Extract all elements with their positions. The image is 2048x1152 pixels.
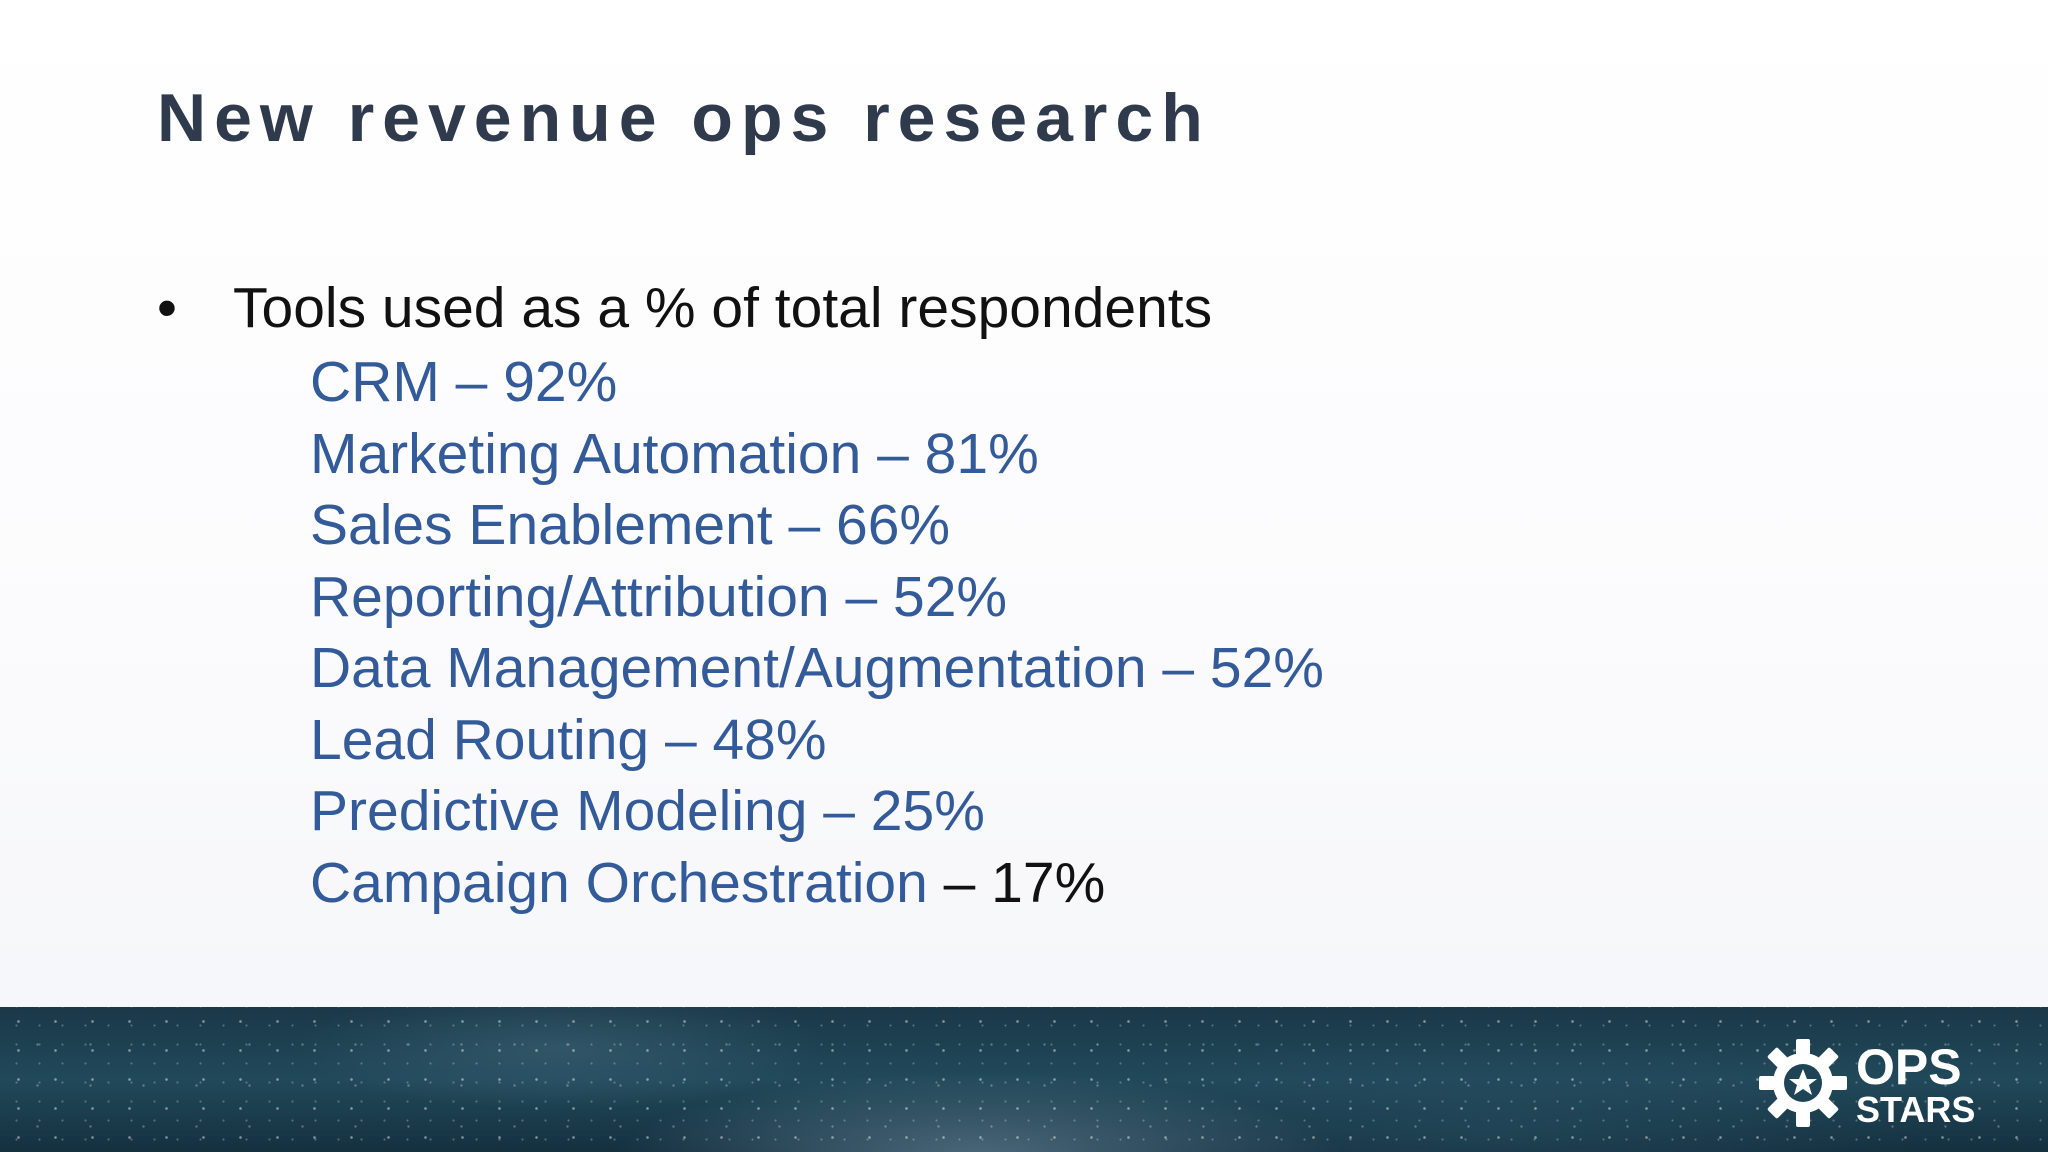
tool-percent: 92% bbox=[503, 350, 618, 414]
tool-separator: – bbox=[772, 493, 836, 557]
tool-name: Reporting/Attribution bbox=[310, 564, 830, 629]
tool-percent: 25% bbox=[870, 779, 985, 843]
tool-name: CRM bbox=[310, 350, 440, 414]
tool-percent: 17% bbox=[991, 850, 1106, 915]
tool-item: Sales Enablement – 66% bbox=[310, 490, 1324, 562]
tool-separator: – bbox=[1146, 636, 1210, 700]
tool-item: Marketing Automation – 81% bbox=[310, 419, 1324, 491]
tool-separator: – bbox=[649, 707, 713, 772]
tool-item: Reporting/Attribution – 52% bbox=[310, 562, 1324, 634]
starfield-background bbox=[0, 1007, 2048, 1152]
gear-icon bbox=[1759, 1039, 1847, 1127]
tool-item: Data Management/Augmentation – 52% bbox=[310, 633, 1324, 705]
tool-name: Sales Enablement bbox=[310, 493, 773, 557]
tool-separator: – bbox=[807, 779, 871, 843]
tool-separator: – bbox=[439, 350, 504, 414]
tool-separator: – bbox=[861, 421, 925, 486]
tool-percent: 66% bbox=[836, 493, 951, 557]
tool-item: Lead Routing – 48% bbox=[310, 705, 1324, 777]
logo-mark: OPS STARS bbox=[1759, 1039, 1975, 1128]
tool-item: CRM – 92% bbox=[310, 347, 1324, 419]
tool-item: Predictive Modeling – 25% bbox=[310, 776, 1324, 848]
tool-name: Data Management/Augmentation bbox=[310, 636, 1147, 700]
bullet-point: • Tools used as a % of total respondents bbox=[157, 275, 1324, 347]
tool-list: CRM – 92% Marketing Automation – 81% Sal… bbox=[157, 347, 1324, 919]
logo-text-ops: OPS bbox=[1856, 1039, 1962, 1095]
tool-name: Lead Routing bbox=[310, 707, 650, 772]
tool-percent: 48% bbox=[712, 707, 827, 772]
tool-separator: – bbox=[927, 850, 992, 915]
tool-item: Campaign Orchestration – 17% bbox=[310, 848, 1324, 920]
tool-percent: 81% bbox=[924, 421, 1039, 486]
tool-percent: 52% bbox=[893, 564, 1008, 629]
bullet-dot: • bbox=[157, 276, 177, 340]
logo-text-stars: STARS bbox=[1856, 1089, 1975, 1128]
ops-stars-logo: OPS STARS bbox=[1758, 1030, 1998, 1128]
tool-name: Predictive Modeling bbox=[310, 779, 808, 843]
tool-name: Marketing Automation bbox=[310, 421, 862, 486]
tool-name: Campaign Orchestration bbox=[310, 850, 928, 915]
tool-separator: – bbox=[829, 564, 893, 629]
footer-starfield-band bbox=[0, 1007, 2048, 1152]
tool-percent: 52% bbox=[1209, 636, 1324, 700]
bullet-text: Tools used as a % of total respondents bbox=[233, 276, 1213, 340]
slide-content: • Tools used as a % of total respondents… bbox=[157, 275, 1324, 919]
slide-title: New revenue ops research bbox=[157, 80, 1211, 156]
